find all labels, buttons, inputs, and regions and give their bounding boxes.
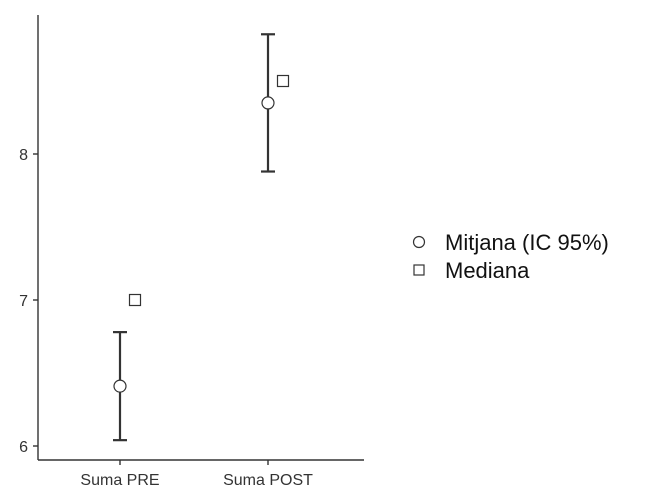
legend-label: Mediana: [445, 258, 530, 283]
y-tick-label: 6: [19, 439, 28, 456]
axes-layer: 6 7 8 Suma PRE Suma POST: [19, 15, 364, 489]
y-tick-label: 7: [19, 293, 28, 310]
marks-layer: [113, 33, 290, 442]
x-tick-label: Suma PRE: [80, 472, 159, 489]
median-point: [276, 74, 290, 88]
mean-point: [261, 96, 275, 110]
y-tick-label: 8: [19, 147, 28, 164]
median-point: [128, 293, 142, 307]
legend-circle-icon: [412, 235, 426, 249]
mean-point: [113, 379, 127, 393]
legend: Mitjana (IC 95%) Mediana: [412, 230, 609, 283]
legend-square-icon: [413, 264, 425, 276]
x-tick-label: Suma POST: [223, 472, 313, 489]
legend-label: Mitjana (IC 95%): [445, 230, 609, 255]
